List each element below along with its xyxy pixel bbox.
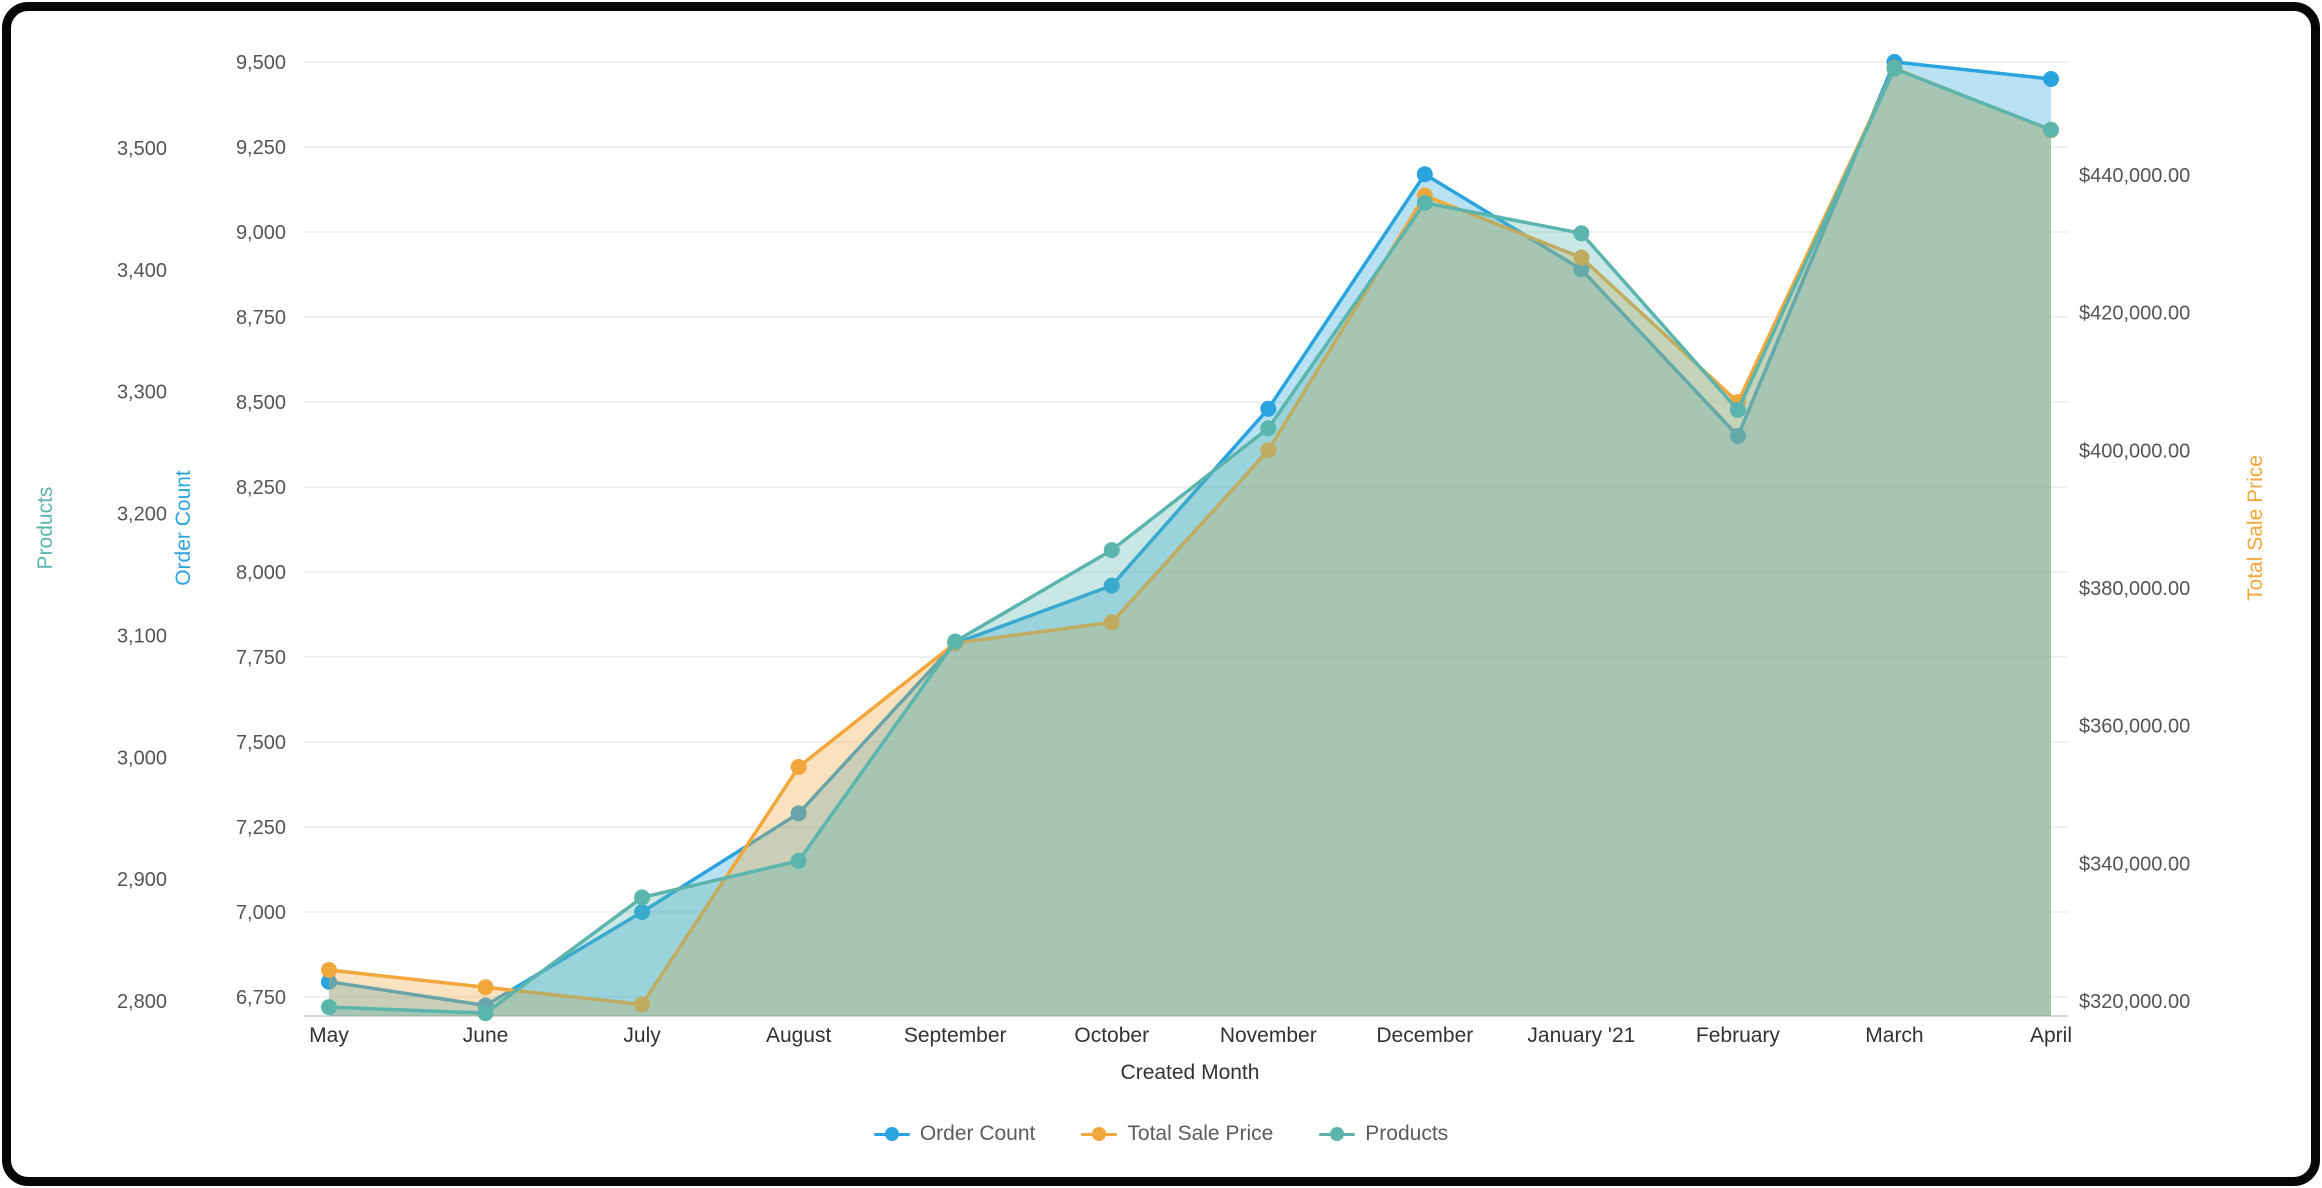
- tick-label: 3,300: [117, 382, 167, 404]
- tick-label: 3,500: [117, 138, 167, 160]
- tick-label: 7,500: [236, 732, 286, 754]
- data-point[interactable]: [1573, 225, 1590, 242]
- data-point[interactable]: [477, 1005, 494, 1022]
- series-line: [327, 66, 2053, 1007]
- axis-title-total_sale_price: Total Sale Price: [2244, 455, 2267, 601]
- data-point[interactable]: [321, 962, 337, 979]
- data-point[interactable]: [1260, 400, 1277, 417]
- tick-label: 8,750: [236, 307, 286, 329]
- gridlines: [304, 61, 2068, 998]
- data-point[interactable]: [1416, 194, 1433, 211]
- x-tick-label: February: [1696, 1024, 1781, 1047]
- data-point[interactable]: [321, 973, 337, 990]
- tick-label: 3,400: [117, 260, 167, 282]
- data-point[interactable]: [790, 805, 807, 822]
- tick-label: 7,250: [236, 817, 286, 839]
- tick-label: 7,750: [236, 647, 286, 669]
- legend-label: Products: [1365, 1122, 1449, 1145]
- y-axis-products: 2,800 2,900 3,000 3,100 3,200 3,300 3,400 3,500: [117, 138, 167, 1013]
- data-point[interactable]: [1103, 577, 1120, 594]
- tick-label: 8,250: [236, 477, 286, 499]
- legend-marker-icon: [1081, 1126, 1118, 1142]
- tick-label: 2,800: [117, 991, 167, 1013]
- legend-item-total-sale-price[interactable]: Total Sale Price: [1081, 1122, 1273, 1146]
- legend-label: Total Sale Price: [1127, 1122, 1274, 1145]
- x-tick-label: August: [766, 1024, 832, 1047]
- axis-title-order_count: Order Count: [172, 470, 195, 586]
- data-point[interactable]: [1260, 420, 1277, 437]
- x-axis-labels: May June July August September October Novembe…: [309, 1024, 2072, 1047]
- tick-label: 7,000: [236, 902, 286, 924]
- data-point[interactable]: [477, 979, 494, 996]
- x-tick-label: October: [1074, 1024, 1149, 1047]
- legend-marker-icon: [1319, 1126, 1356, 1142]
- series-area: [329, 68, 2051, 1016]
- tick-label: $320,000.00: [2079, 991, 2190, 1013]
- tick-label: 3,000: [117, 747, 167, 769]
- data-point[interactable]: [1260, 442, 1277, 459]
- data-point[interactable]: [634, 889, 651, 906]
- x-axis-title: Created Month: [1121, 1061, 1260, 1084]
- x-tick-label: November: [1220, 1024, 1317, 1047]
- data-point[interactable]: [1103, 542, 1120, 559]
- tick-label: 8,000: [236, 562, 286, 584]
- data-point[interactable]: [2043, 121, 2059, 138]
- legend-item-order-count[interactable]: Order Count: [873, 1122, 1036, 1146]
- series-line: [327, 67, 2053, 1015]
- series-area: [329, 62, 2051, 1016]
- series-line: [327, 60, 2053, 1008]
- chart-legend: Order Count Total Sale Price Products: [0, 1122, 2322, 1146]
- tick-label: 9,500: [236, 52, 286, 74]
- legend-label: Order Count: [919, 1122, 1036, 1145]
- data-point[interactable]: [634, 996, 651, 1013]
- data-point[interactable]: [790, 852, 807, 869]
- tick-label: $360,000.00: [2079, 716, 2190, 738]
- legend-marker-icon: [873, 1126, 910, 1142]
- x-tick-label: December: [1376, 1024, 1473, 1047]
- x-tick-label: May: [309, 1024, 349, 1047]
- x-tick-label: July: [623, 1024, 661, 1047]
- x-tick-label: March: [1865, 1024, 1923, 1047]
- data-point[interactable]: [1729, 428, 1746, 444]
- data-point[interactable]: [947, 633, 964, 650]
- data-point[interactable]: [1573, 261, 1590, 278]
- x-tick-label: June: [463, 1024, 509, 1047]
- tick-label: $420,000.00: [2079, 303, 2190, 325]
- tick-label: $440,000.00: [2079, 165, 2190, 187]
- series-products: [321, 60, 2059, 1022]
- tick-label: $400,000.00: [2079, 440, 2190, 462]
- data-point[interactable]: [1886, 60, 1903, 77]
- tick-label: 9,250: [236, 137, 286, 159]
- data-point[interactable]: [1729, 401, 1746, 418]
- data-point[interactable]: [790, 758, 807, 775]
- x-tick-label: April: [2030, 1024, 2072, 1047]
- series-area: [329, 68, 2051, 1017]
- tick-label: 6,750: [236, 987, 286, 1009]
- x-tick-label: September: [904, 1024, 1007, 1047]
- data-point[interactable]: [1573, 249, 1590, 266]
- tick-label: 9,000: [236, 222, 286, 244]
- data-point[interactable]: [1103, 614, 1120, 631]
- tick-label: $380,000.00: [2079, 578, 2190, 600]
- axis-title-products: Products: [34, 487, 57, 570]
- tick-label: $340,000.00: [2079, 853, 2190, 875]
- data-point[interactable]: [634, 904, 651, 920]
- tick-label: 8,500: [236, 392, 286, 414]
- tick-label: 3,200: [117, 504, 167, 526]
- tick-label: 3,100: [117, 625, 167, 647]
- data-point[interactable]: [2043, 71, 2059, 87]
- x-tick-label: January '21: [1527, 1024, 1635, 1047]
- legend-item-products[interactable]: Products: [1319, 1122, 1448, 1146]
- y-axis-order_count: 6,750 7,000 7,250 7,500 7,750 8,000 8,250 8,500…: [236, 52, 286, 1009]
- series-total-sale-price: [321, 60, 2059, 1016]
- data-point[interactable]: [1416, 166, 1433, 183]
- tick-label: 2,900: [117, 869, 167, 891]
- y-axis-total_sale_price: $320,000.00 $340,000.00 $360,000.00 $380,00…: [2079, 165, 2190, 1013]
- data-point[interactable]: [321, 999, 337, 1016]
